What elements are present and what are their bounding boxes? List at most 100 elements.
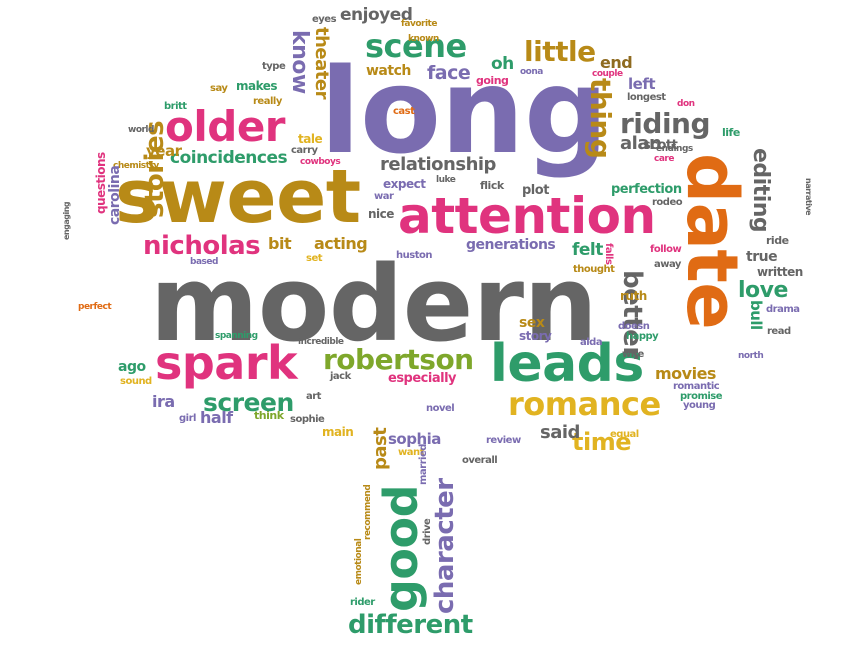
word-promise: promise: [680, 391, 723, 402]
word-don: don: [677, 99, 695, 109]
word-rodeo: rodeo: [652, 197, 683, 208]
word-jack: jack: [330, 371, 351, 382]
word-felt: felt: [572, 240, 603, 260]
word-rider: rider: [350, 597, 375, 608]
word-romantic: romantic: [673, 381, 720, 392]
word-world: world: [128, 125, 154, 135]
word-set: set: [306, 253, 323, 264]
word-wife: wife: [622, 349, 644, 360]
word-attention: attention: [398, 187, 656, 245]
word-follow: follow: [650, 244, 682, 255]
word-plot: plot: [522, 183, 549, 198]
word-questions: questions: [94, 152, 108, 214]
word-sweet: sweet: [115, 154, 361, 240]
word-really: really: [253, 96, 282, 107]
word-happy: happy: [626, 331, 659, 342]
word-said: said: [540, 422, 580, 443]
word-incredible: incredible: [298, 337, 344, 347]
word-girl: girl: [179, 413, 196, 424]
word-time: time: [572, 428, 631, 456]
word-alda: alda: [580, 337, 603, 348]
word-want: want: [398, 447, 424, 458]
word-theater: theater: [311, 27, 332, 99]
word-chemistry: chemistry: [113, 161, 159, 171]
word-romance: romance: [508, 385, 661, 423]
word-oona: oona: [520, 67, 543, 77]
word-half: half: [200, 408, 233, 427]
word-thought: thought: [573, 264, 615, 275]
word-expect: expect: [383, 177, 426, 191]
word-favorite: favorite: [401, 19, 437, 29]
word-perfect: perfect: [78, 302, 112, 312]
word-eyes: eyes: [312, 14, 337, 25]
word-long: long: [320, 42, 609, 180]
word-love: love: [738, 278, 788, 303]
word-cast: cast: [393, 106, 415, 117]
word-couple: couple: [592, 69, 623, 79]
word-sound: sound: [120, 376, 152, 387]
word-married: married: [418, 444, 429, 485]
word-review: review: [486, 435, 521, 446]
word-recommend: recommend: [363, 484, 373, 540]
word-read: read: [767, 326, 791, 337]
word-art: art: [306, 391, 321, 402]
word-ira: ira: [152, 392, 175, 411]
word-flick: flick: [480, 179, 504, 192]
word-drive: drive: [422, 518, 433, 545]
word-robertson: robertson: [323, 343, 474, 376]
word-say: say: [210, 83, 228, 94]
word-scene: scene: [365, 27, 467, 65]
word-better: better: [617, 270, 647, 359]
word-ago: ago: [118, 359, 146, 375]
word-narrative: narrative: [804, 178, 813, 216]
word-main: main: [322, 425, 354, 439]
word-thing: thing: [584, 78, 617, 159]
word-older: older: [165, 102, 286, 151]
word-end: end: [600, 53, 633, 72]
word-editing: editing: [748, 148, 773, 233]
word-away: away: [654, 259, 681, 270]
word-movies: movies: [655, 364, 716, 383]
word-type: type: [262, 61, 286, 72]
word-relationship: relationship: [380, 154, 496, 175]
word-bull: bull: [747, 300, 765, 330]
word-know: know: [287, 30, 312, 94]
word-scott: scott: [643, 138, 678, 153]
word-spanning: spanning: [215, 331, 258, 341]
word-cowboys: cowboys: [300, 157, 341, 167]
word-character: character: [430, 478, 460, 614]
word-sophie: sophie: [290, 414, 325, 425]
word-perfection: perfection: [611, 182, 682, 197]
word-young: young: [683, 400, 716, 411]
word-care: care: [654, 154, 674, 164]
word-north: north: [738, 351, 764, 361]
word-tale: tale: [298, 132, 323, 146]
word-britt: britt: [164, 101, 187, 112]
word-novel: novel: [426, 403, 455, 414]
word-emotional: emotional: [354, 538, 364, 585]
word-life: life: [722, 126, 740, 139]
word-going: going: [476, 74, 509, 87]
word-based: based: [190, 257, 218, 267]
word-bit: bit: [268, 234, 292, 253]
word-different: different: [348, 610, 473, 640]
word-story: story: [519, 329, 552, 343]
word-especially: especially: [388, 371, 457, 386]
word-drama: drama: [766, 304, 800, 315]
word-doesn: doesn: [618, 321, 650, 332]
word-screen: screen: [203, 388, 294, 417]
word-year: year: [146, 142, 182, 160]
word-oh: oh: [491, 54, 514, 74]
word-known: known: [408, 34, 439, 44]
word-modern: modern: [150, 243, 598, 365]
word-leads: leads: [490, 334, 644, 394]
word-carolina: carolina: [107, 165, 123, 225]
word-think: think: [254, 409, 284, 422]
word-huston: huston: [396, 250, 432, 261]
word-overall: overall: [462, 455, 498, 466]
word-makes: makes: [236, 79, 278, 93]
word-enjoyed: enjoyed: [340, 5, 413, 25]
word-longest: longest: [627, 92, 666, 103]
word-true: true: [746, 249, 778, 265]
